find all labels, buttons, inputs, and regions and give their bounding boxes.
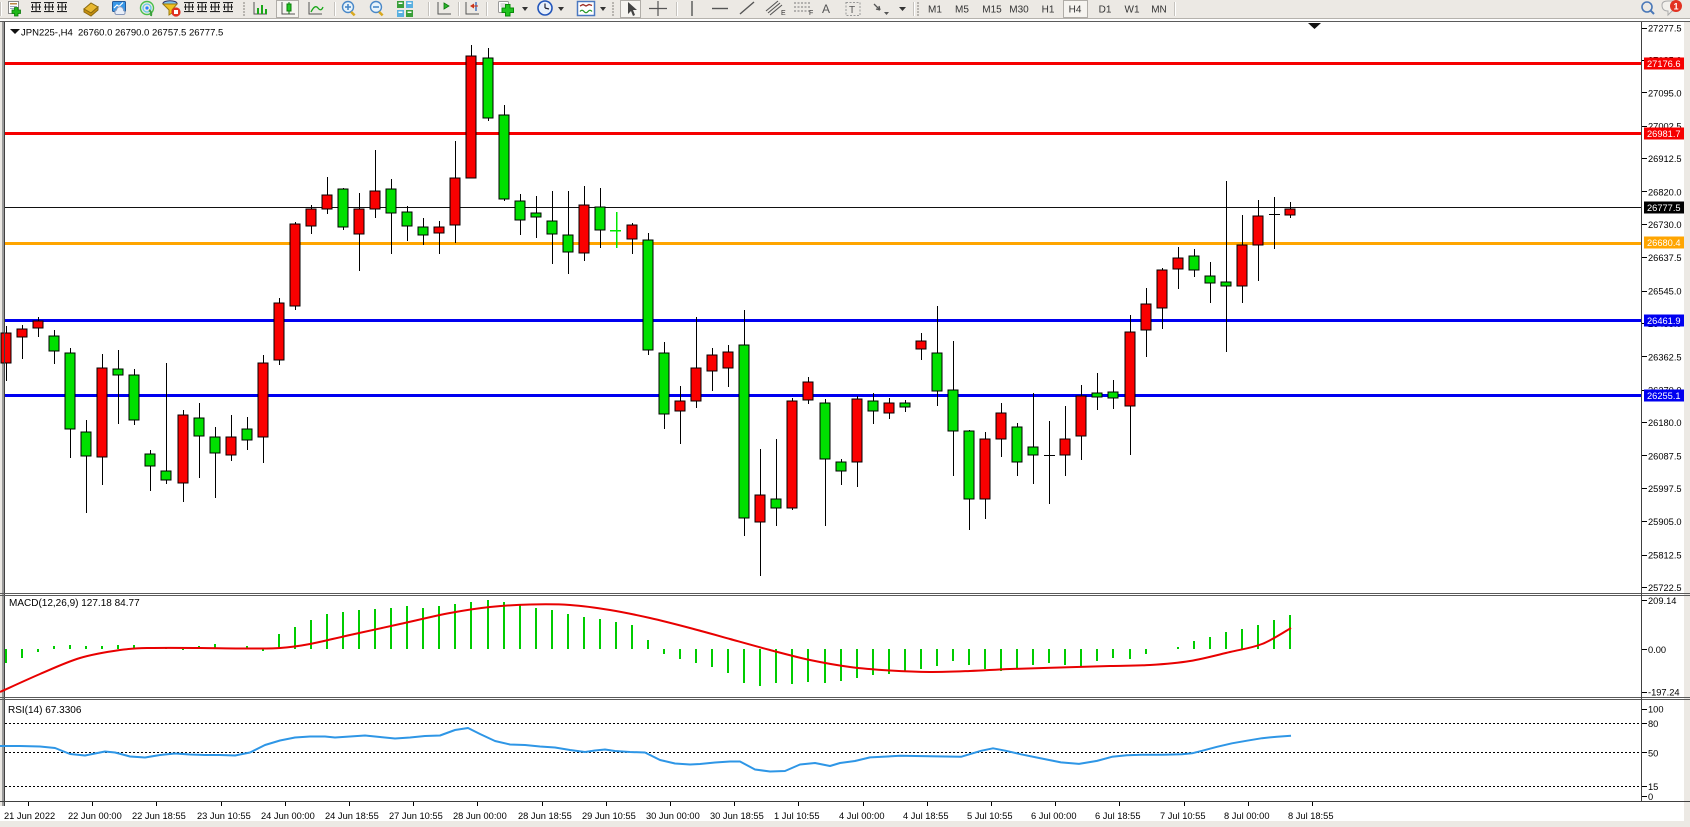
svg-text:209.14: 209.14 xyxy=(1648,596,1676,606)
svg-text:26981.7: 26981.7 xyxy=(1647,129,1681,139)
svg-text:25722.5: 25722.5 xyxy=(1648,583,1682,593)
svg-text:8 Jul 00:00: 8 Jul 00:00 xyxy=(1224,811,1270,821)
svg-text:26680.4: 26680.4 xyxy=(1647,238,1681,248)
svg-text:M15: M15 xyxy=(982,5,1002,16)
svg-text:26820.0: 26820.0 xyxy=(1648,187,1682,197)
svg-text:80: 80 xyxy=(1648,719,1658,729)
svg-text:M1: M1 xyxy=(928,5,942,16)
svg-text:24 Jun 18:55: 24 Jun 18:55 xyxy=(325,811,379,821)
svg-text:21 Jun 2022: 21 Jun 2022 xyxy=(4,811,55,821)
svg-text:27277.5: 27277.5 xyxy=(1648,24,1682,34)
svg-text:26180.0: 26180.0 xyxy=(1648,418,1682,428)
svg-text:D1: D1 xyxy=(1099,5,1112,16)
svg-text:100: 100 xyxy=(1648,705,1664,715)
svg-text:26777.5: 26777.5 xyxy=(1647,203,1681,213)
svg-text:H1: H1 xyxy=(1042,5,1055,16)
svg-text:MN: MN xyxy=(1151,5,1167,16)
svg-text:27 Jun 10:55: 27 Jun 10:55 xyxy=(389,811,443,821)
svg-text:E: E xyxy=(781,10,786,17)
svg-text:26461.9: 26461.9 xyxy=(1647,316,1681,326)
svg-text:MACD(12,26,9) 127.18 84.77: MACD(12,26,9) 127.18 84.77 xyxy=(9,598,140,609)
svg-text:W1: W1 xyxy=(1125,5,1140,16)
svg-text:22 Jun 00:00: 22 Jun 00:00 xyxy=(68,811,122,821)
svg-text:26087.5: 26087.5 xyxy=(1648,451,1682,461)
svg-text:26255.1: 26255.1 xyxy=(1647,391,1681,401)
svg-text:M30: M30 xyxy=(1009,5,1029,16)
svg-text:4 Jul 00:00: 4 Jul 00:00 xyxy=(839,811,885,821)
svg-text:0.00: 0.00 xyxy=(1648,645,1666,655)
svg-text:29 Jun 10:55: 29 Jun 10:55 xyxy=(582,811,636,821)
svg-text:H4: H4 xyxy=(1069,5,1082,16)
svg-text:6 Jul 00:00: 6 Jul 00:00 xyxy=(1031,811,1077,821)
svg-text:-197.24: -197.24 xyxy=(1648,688,1680,698)
svg-text:27002.5: 27002.5 xyxy=(1648,122,1682,132)
svg-text:1 Jul 10:55: 1 Jul 10:55 xyxy=(774,811,820,821)
svg-text:26912.5: 26912.5 xyxy=(1648,154,1682,164)
svg-text:15: 15 xyxy=(1648,782,1658,792)
svg-text:26730.0: 26730.0 xyxy=(1648,220,1682,230)
svg-text:7 Jul 10:55: 7 Jul 10:55 xyxy=(1160,811,1206,821)
svg-text:26545.0: 26545.0 xyxy=(1648,287,1682,297)
svg-text:4 Jul 18:55: 4 Jul 18:55 xyxy=(903,811,949,821)
svg-text:26362.5: 26362.5 xyxy=(1648,352,1682,362)
svg-text:50: 50 xyxy=(1648,748,1658,758)
svg-text:A: A xyxy=(822,2,830,16)
svg-text:RSI(14) 67.3306: RSI(14) 67.3306 xyxy=(8,705,82,716)
svg-text:23 Jun 10:55: 23 Jun 10:55 xyxy=(197,811,251,821)
svg-text:30 Jun 00:00: 30 Jun 00:00 xyxy=(646,811,700,821)
svg-text:F: F xyxy=(809,10,813,17)
svg-text:22 Jun 18:55: 22 Jun 18:55 xyxy=(132,811,186,821)
svg-text:0: 0 xyxy=(1648,792,1653,802)
svg-text:M5: M5 xyxy=(955,5,969,16)
svg-text:27176.6: 27176.6 xyxy=(1647,59,1681,69)
svg-text:26637.5: 26637.5 xyxy=(1648,253,1682,263)
svg-text:28 Jun 00:00: 28 Jun 00:00 xyxy=(453,811,507,821)
svg-text:5 Jul 10:55: 5 Jul 10:55 xyxy=(967,811,1013,821)
svg-text:25812.5: 25812.5 xyxy=(1648,551,1682,561)
svg-text:28 Jun 18:55: 28 Jun 18:55 xyxy=(518,811,572,821)
svg-text:1: 1 xyxy=(1673,2,1678,12)
svg-text:25905.0: 25905.0 xyxy=(1648,517,1682,527)
svg-text:27095.0: 27095.0 xyxy=(1648,88,1682,98)
svg-text:T: T xyxy=(849,5,855,16)
svg-text:8 Jul 18:55: 8 Jul 18:55 xyxy=(1288,811,1334,821)
svg-text:6 Jul 18:55: 6 Jul 18:55 xyxy=(1095,811,1141,821)
svg-text:25997.5: 25997.5 xyxy=(1648,484,1682,494)
svg-text:30 Jun 18:55: 30 Jun 18:55 xyxy=(710,811,764,821)
svg-text:JPN225-,H4 26760.0 26790.0 26: JPN225-,H4 26760.0 26790.0 26757.5 26777… xyxy=(21,28,223,39)
svg-text:24 Jun 00:00: 24 Jun 00:00 xyxy=(261,811,315,821)
